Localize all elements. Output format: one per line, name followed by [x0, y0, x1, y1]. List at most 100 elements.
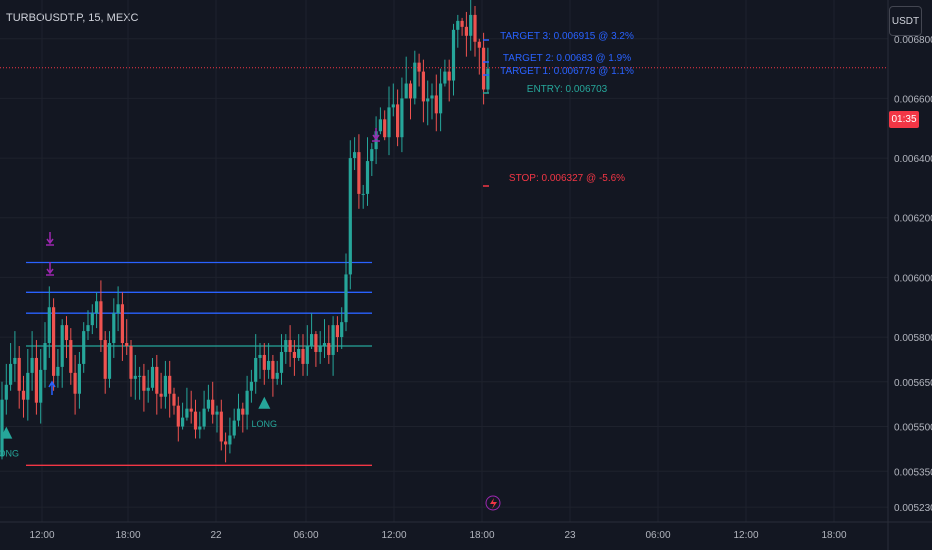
candles [0, 0, 490, 463]
candle-body [206, 399, 210, 409]
candle-body [322, 343, 327, 347]
candle-body [267, 360, 271, 370]
candle-body [13, 357, 17, 364]
candle-body [236, 408, 241, 421]
candle-body [348, 158, 352, 275]
y-tick-label: 0.006400 [894, 154, 932, 165]
candle-body [232, 420, 236, 436]
candle-body [254, 357, 258, 382]
candle-body [86, 325, 90, 332]
candle-body [249, 381, 253, 391]
candle-body [34, 357, 38, 403]
x-tick-label: 12:00 [733, 530, 758, 541]
candle-body [331, 325, 335, 355]
candle-body [52, 307, 56, 376]
candle-body [116, 304, 120, 314]
candle-body [451, 29, 456, 81]
candle-body [357, 152, 361, 194]
y-tick-label: 0.005500 [894, 423, 932, 434]
candle-body [426, 98, 430, 102]
candle-body [340, 322, 344, 338]
long-signal-icon [0, 426, 13, 439]
candle-body [0, 399, 4, 457]
candle-body [387, 107, 391, 138]
candle-body [477, 41, 481, 48]
candle-body [185, 408, 189, 418]
lightning-bolt-icon [490, 498, 497, 509]
entry-arrow-icon [48, 380, 56, 395]
candle-body [219, 411, 223, 442]
lightning-icon [485, 495, 501, 511]
candle-body [292, 351, 296, 358]
x-tick-label: 12:00 [29, 530, 54, 541]
candle-body [464, 26, 468, 36]
x-tick-label: 23 [564, 530, 576, 541]
x-tick-label: 06:00 [293, 530, 318, 541]
grid [0, 0, 888, 522]
candle-body [288, 340, 292, 352]
currency-selector[interactable]: USDT [889, 6, 922, 36]
candle-body [374, 131, 378, 150]
candle-body [150, 366, 155, 388]
candle-body [421, 71, 425, 102]
candle-body [258, 354, 262, 358]
candle-body [90, 313, 94, 326]
target3-label: TARGET 3: 0.006915 @ 3.2% [500, 31, 634, 42]
signal-markers: LONG LONG [0, 128, 501, 511]
candle-body [172, 393, 176, 406]
y-tick-label: 0.005650 [894, 378, 932, 389]
exit-marker-icon [46, 262, 54, 276]
candle-body [279, 351, 284, 373]
candle-body [383, 119, 387, 138]
candle-body [353, 152, 357, 159]
candle-body [120, 304, 124, 344]
candle-body [39, 369, 43, 403]
long-signal-icon [258, 396, 271, 409]
candle-body [447, 71, 451, 81]
candle-body [64, 325, 69, 341]
candle-body [378, 119, 382, 132]
candle-body [314, 334, 318, 352]
target-levels: TARGET 3: 0.006915 @ 3.2% TARGET 2: 0.006… [0, 31, 888, 187]
candle-body [473, 14, 477, 42]
candle-body [181, 417, 185, 427]
y-tick-label: 0.006200 [894, 214, 932, 225]
candle-body [310, 334, 314, 347]
candle-body [176, 405, 180, 427]
y-tick-label: 0.005350 [894, 467, 932, 478]
target2-label: TARGET 2: 0.00683 @ 1.9% [503, 53, 631, 64]
candle-body [163, 375, 167, 397]
candle-body [417, 62, 421, 72]
y-tick-label: 0.006800 [894, 35, 932, 46]
candle-body [107, 343, 112, 379]
candle-body [73, 372, 77, 394]
candle-body [396, 104, 400, 138]
candle-body [486, 68, 490, 90]
candle-body [262, 354, 266, 370]
candle-body [482, 47, 486, 90]
y-tick-label: 0.006000 [894, 273, 932, 284]
x-tick-label: 22 [210, 530, 222, 541]
current-price-badge: 01:35 [889, 111, 919, 128]
candle-body [460, 20, 464, 27]
candle-body [456, 20, 460, 30]
stop-label: STOP: 0.006327 @ -5.6% [509, 173, 625, 184]
candle-body [43, 343, 47, 370]
candle-body [430, 95, 434, 99]
exit-marker-icon [372, 128, 380, 142]
x-tick-label: 18:00 [821, 530, 846, 541]
candle-body [99, 301, 103, 341]
candle-body [189, 408, 193, 412]
candle-body [297, 348, 301, 358]
candle-body [77, 363, 81, 394]
candle-body [21, 390, 26, 400]
candle-body [404, 83, 408, 99]
candle-body [202, 408, 206, 427]
x-tick-label: 18:00 [469, 530, 494, 541]
candle-body [142, 375, 146, 391]
candle-body [327, 343, 331, 355]
candle-body [146, 387, 150, 391]
candle-body [361, 193, 365, 195]
